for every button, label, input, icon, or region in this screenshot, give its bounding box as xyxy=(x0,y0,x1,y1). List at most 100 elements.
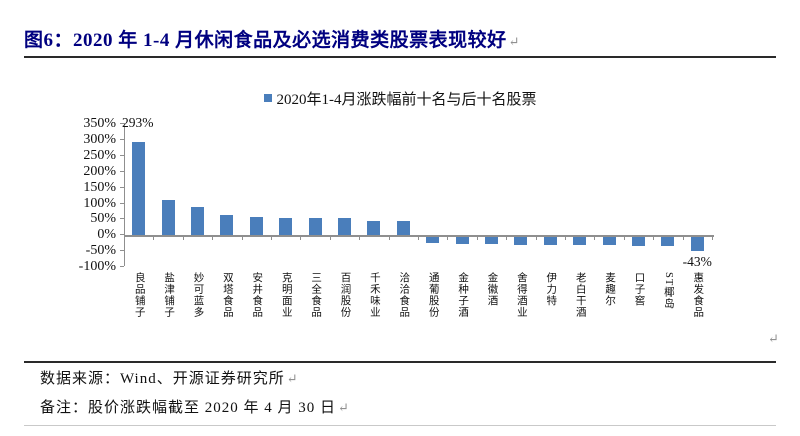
x-axis-tick xyxy=(124,236,125,240)
bar-value-label: 293% xyxy=(122,114,154,130)
y-axis-tick-label: 250% xyxy=(83,147,116,163)
title-divider xyxy=(24,56,776,58)
x-axis-label: 金徽酒 xyxy=(486,272,498,307)
y-axis-tick xyxy=(120,218,124,220)
bar xyxy=(661,237,675,246)
x-axis-label: 伊力特 xyxy=(545,272,557,307)
x-axis-tick xyxy=(682,236,684,240)
legend-color-swatch-icon xyxy=(263,94,272,102)
bar xyxy=(220,214,234,235)
x-axis-tick xyxy=(359,236,361,240)
y-axis-tick xyxy=(120,234,124,236)
x-axis-label: 舍得酒业 xyxy=(515,272,527,318)
x-axis-tick xyxy=(506,236,508,240)
figure-title-text: 图6：2020 年 1-4 月休闲食品及必选消费类股票表现较好 xyxy=(24,30,507,51)
bar xyxy=(367,220,381,235)
x-axis-label: 金种子酒 xyxy=(457,272,469,318)
x-axis-label: 通葡股份 xyxy=(427,272,439,318)
chart-divider xyxy=(24,361,776,363)
y-axis-tick xyxy=(120,266,124,268)
x-axis-tick xyxy=(271,236,272,240)
bar xyxy=(632,237,645,246)
x-axis-label: 麦趣尔 xyxy=(604,272,616,307)
x-axis-label: 克明面业 xyxy=(280,272,292,318)
x-axis-tick xyxy=(653,236,655,240)
bottom-border xyxy=(24,425,776,426)
bar xyxy=(602,237,616,246)
x-axis-line xyxy=(124,235,714,237)
bar xyxy=(161,200,175,235)
bar xyxy=(514,237,528,245)
bar xyxy=(485,237,498,245)
y-axis-tick-label: 150% xyxy=(83,179,116,195)
bar xyxy=(543,237,557,245)
x-axis-label: 三全食品 xyxy=(310,272,322,318)
y-axis-tick xyxy=(120,202,124,204)
legend-label: 2020年1-4月涨跌幅前十名与后十名股票 xyxy=(276,91,537,108)
y-axis-tick xyxy=(120,250,124,252)
x-axis-tick xyxy=(476,236,478,240)
x-axis-label: 双塔食品 xyxy=(221,272,233,318)
x-axis-tick xyxy=(241,236,243,240)
y-axis-tick-label: 350% xyxy=(83,116,116,131)
x-axis-label: 盐津铺子 xyxy=(163,272,175,318)
data-source-text: 数据来源：Wind、开源证券研究所 xyxy=(40,371,285,387)
bar xyxy=(426,237,440,244)
bar xyxy=(279,217,293,235)
bar xyxy=(308,218,322,235)
bar xyxy=(338,218,351,235)
x-axis-label: 惠发食品 xyxy=(692,272,704,318)
bar-chart: 2020年1-4月涨跌幅前十名与后十名股票 350% 300% 250% 200% 15… xyxy=(0,75,800,362)
bar xyxy=(455,237,469,244)
bar xyxy=(132,141,146,235)
y-axis-tick xyxy=(120,138,124,140)
paragraph-mark-icon: ↵ xyxy=(768,331,779,346)
x-axis-tick xyxy=(594,236,596,240)
chart-legend: 2020年1-4月涨跌幅前十名与后十名股票 xyxy=(0,88,800,108)
bar-value-label: -43% xyxy=(682,253,712,269)
x-axis-label: 千禾味业 xyxy=(368,272,380,318)
y-axis-tick xyxy=(120,186,124,188)
y-axis-tick-label: 300% xyxy=(83,131,116,147)
y-axis-tick xyxy=(120,154,124,156)
x-axis-label: 妙可蓝多 xyxy=(192,272,204,318)
y-axis-tick xyxy=(120,170,124,172)
x-axis-tick xyxy=(565,236,566,240)
x-axis-tick xyxy=(447,236,449,240)
y-axis-tick-label: -100% xyxy=(78,259,116,275)
x-axis-label: ST椰岛 xyxy=(662,272,674,310)
x-axis-label: 口子窖 xyxy=(633,272,645,307)
y-axis-tick-label: 100% xyxy=(83,195,116,211)
paragraph-mark-icon: ↵ xyxy=(338,400,350,415)
x-axis-label: 良品铺子 xyxy=(133,272,145,318)
x-axis-tick xyxy=(182,236,184,240)
note-line: 备注：股价涨跌幅截至 2020 年 4 月 30 日 ↵ xyxy=(40,396,780,417)
bar xyxy=(690,237,704,251)
paragraph-mark-icon: ↵ xyxy=(286,371,299,386)
y-axis-line xyxy=(124,123,125,267)
note-text: 备注：股价涨跌幅截至 2020 年 4 月 30 日 xyxy=(40,400,337,416)
x-axis-tick xyxy=(329,236,331,240)
x-axis-label: 老白干酒 xyxy=(574,272,586,318)
bar xyxy=(249,216,263,235)
y-axis-tick-label: -50% xyxy=(85,243,116,259)
paragraph-mark-icon: ↵ xyxy=(508,34,520,49)
y-axis-tick xyxy=(120,123,124,124)
data-source-line: 数据来源：Wind、开源证券研究所 ↵ xyxy=(40,367,780,388)
bar xyxy=(191,207,204,235)
x-axis-tick xyxy=(623,236,625,240)
x-axis-tick xyxy=(418,236,419,240)
bar xyxy=(396,221,410,235)
x-axis-tick xyxy=(153,236,155,240)
x-axis-tick xyxy=(300,236,302,240)
bar xyxy=(573,237,587,246)
x-axis-label: 百润股份 xyxy=(339,272,351,318)
x-axis-tick xyxy=(535,236,537,240)
x-axis-label: 洽洽食品 xyxy=(398,272,410,318)
y-axis-tick-label: 50% xyxy=(90,211,116,227)
y-axis-tick-label: 200% xyxy=(83,163,116,179)
x-axis-tick xyxy=(388,236,390,240)
x-axis-label: 安井食品 xyxy=(251,272,263,318)
y-axis-tick-label: 0% xyxy=(97,227,116,243)
